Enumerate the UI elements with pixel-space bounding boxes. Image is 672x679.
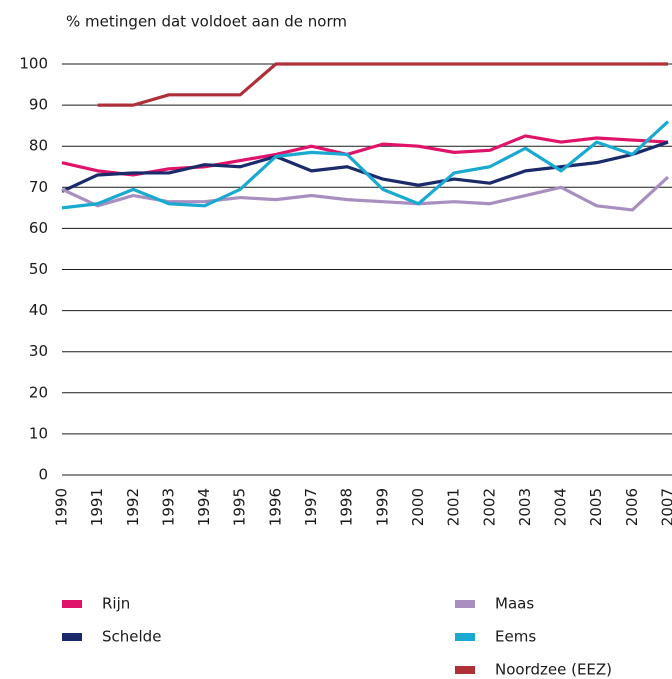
- x-tick-label: 1992: [124, 488, 142, 526]
- y-tick-label: 0: [38, 466, 48, 484]
- y-tick-label: 10: [29, 424, 48, 442]
- x-tick-label: 1997: [302, 488, 320, 526]
- x-tick-label: 2005: [587, 488, 605, 526]
- x-tick-label: 1991: [88, 488, 106, 526]
- x-tick-label: 1990: [53, 488, 71, 526]
- y-tick-label: 90: [29, 96, 48, 114]
- legend-swatch: [62, 633, 82, 641]
- line-series: [97, 62, 668, 107]
- legend-label: Schelde: [102, 628, 161, 646]
- legend-swatch: [455, 633, 475, 641]
- x-tick-label: 2002: [480, 488, 498, 526]
- x-tick-label: 1995: [231, 488, 249, 526]
- line-series: [61, 175, 670, 212]
- line-series: [61, 134, 669, 177]
- y-tick-label: 100: [19, 55, 48, 73]
- x-tick-label: 2003: [516, 488, 534, 526]
- legend-swatch: [455, 600, 475, 608]
- legend-label: Eems: [495, 628, 536, 646]
- y-tick-label: 80: [29, 137, 48, 155]
- x-tick-label: 1998: [338, 488, 356, 526]
- x-tick-label: 1996: [266, 488, 284, 526]
- x-tick-label: 2004: [552, 488, 570, 526]
- chart-title: % metingen dat voldoet aan de norm: [66, 13, 347, 31]
- y-tick-label: 20: [29, 383, 48, 401]
- y-tick-label: 70: [29, 178, 48, 196]
- y-tick-label: 30: [29, 342, 48, 360]
- x-tick-label: 1994: [195, 488, 213, 526]
- x-tick-label: 2006: [623, 488, 641, 526]
- x-tick-label: 2007: [659, 488, 672, 526]
- legend-label: Noordzee (EEZ): [495, 661, 612, 679]
- x-tick-label: 2001: [445, 488, 463, 526]
- y-tick-label: 60: [29, 219, 48, 237]
- legend-label: Rijn: [102, 595, 130, 613]
- line-series: [61, 120, 670, 210]
- x-tick-label: 2000: [409, 488, 427, 526]
- y-tick-label: 40: [29, 301, 48, 319]
- legend-swatch: [455, 666, 475, 674]
- x-tick-label: 1999: [373, 488, 391, 526]
- legend-swatch: [62, 600, 82, 608]
- legend-label: Maas: [495, 595, 534, 613]
- x-tick-label: 1993: [159, 488, 177, 526]
- y-tick-label: 50: [29, 260, 48, 278]
